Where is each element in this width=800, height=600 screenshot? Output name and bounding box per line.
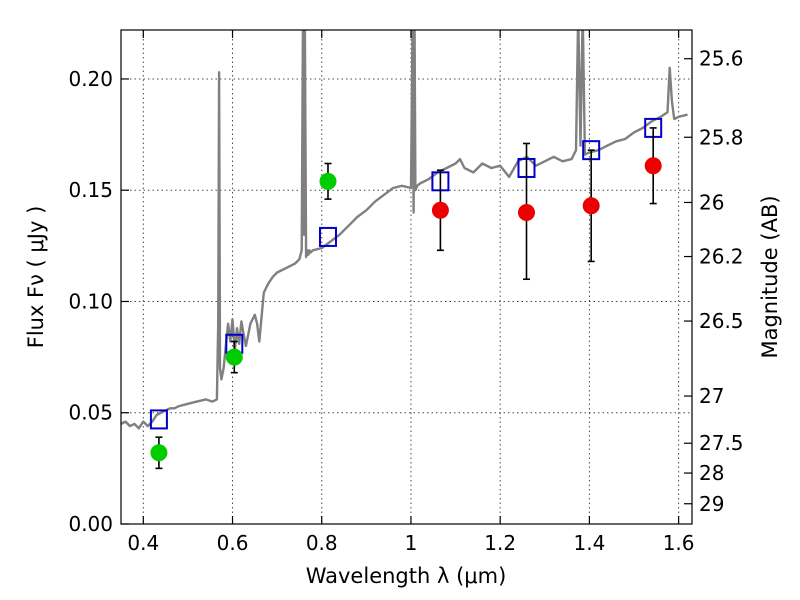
y-tick-label: 0.00 xyxy=(68,512,113,536)
x-tick-label: 1.6 xyxy=(663,531,695,555)
observed-point xyxy=(582,197,600,215)
magnitude-tick-label: 27.5 xyxy=(699,431,744,455)
y-tick-label: 0.15 xyxy=(68,178,113,202)
observed-point xyxy=(644,157,662,175)
observed-point xyxy=(150,444,168,462)
magnitude-tick-label: 28 xyxy=(699,461,724,485)
x-tick-label: 0.4 xyxy=(127,531,159,555)
spectrum-line xyxy=(121,30,688,430)
y-axis-right-label: Magnitude (AB) xyxy=(758,195,782,358)
y-tick-label: 0.20 xyxy=(68,67,113,91)
x-tick-label: 1.4 xyxy=(573,531,605,555)
magnitude-tick-label: 25.8 xyxy=(699,125,744,149)
x-tick-label: 1 xyxy=(405,531,418,555)
observed-point xyxy=(431,201,449,219)
plot-area xyxy=(121,30,688,470)
x-tick-label: 0.6 xyxy=(217,531,249,555)
grid-lines xyxy=(121,30,692,525)
x-tick-label: 1.2 xyxy=(484,531,516,555)
magnitude-tick-label: 26.5 xyxy=(699,309,744,333)
magnitude-tick-label: 25.6 xyxy=(699,47,744,71)
y-axis-label: Flux Fν ( μJy ) xyxy=(24,206,48,349)
y-tick-label: 0.10 xyxy=(68,289,113,313)
axes: 0.4 0.6 0.8 1 1.2 1.4 1.6 0.00 0.05 0.10 0.15 0.20 2… xyxy=(68,30,744,555)
y-tick-label: 0.05 xyxy=(68,401,113,425)
model-photometry-square xyxy=(149,409,168,430)
magnitude-tick-label: 26.2 xyxy=(699,245,744,269)
observed-point xyxy=(517,203,535,221)
magnitude-tick-label: 29 xyxy=(699,492,724,516)
observed-point xyxy=(225,348,243,366)
magnitude-tick-label: 26 xyxy=(699,190,724,214)
plot-frame xyxy=(120,29,693,525)
magnitude-tick-label: 27 xyxy=(699,384,724,408)
x-tick-label: 0.8 xyxy=(306,531,338,555)
x-axis-label: Wavelength λ (μm) xyxy=(306,564,507,588)
model-photometry-square xyxy=(318,226,337,247)
observed-point xyxy=(319,172,337,190)
